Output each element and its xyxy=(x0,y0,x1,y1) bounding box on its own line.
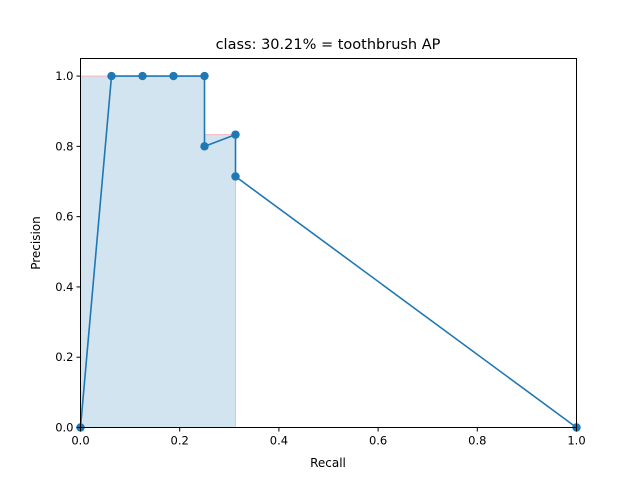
y-tick-label: 0.6 xyxy=(55,210,73,224)
x-tick-label: 0.0 xyxy=(71,434,89,448)
data-point xyxy=(107,71,116,81)
x-tick-label: 1.0 xyxy=(567,434,585,448)
y-tick-label: 1.0 xyxy=(55,69,73,83)
y-tick-label: 0.4 xyxy=(55,280,73,294)
x-tick-label: 0.8 xyxy=(468,434,486,448)
x-tick-label: 0.4 xyxy=(270,434,288,448)
data-point xyxy=(231,172,240,181)
y-tick-label: 0.0 xyxy=(55,421,73,435)
x-tick-label: 0.2 xyxy=(171,434,189,448)
data-point xyxy=(169,71,178,81)
y-axis-label: Precision xyxy=(29,216,43,270)
data-point xyxy=(231,130,240,139)
plot-frame xyxy=(80,58,577,428)
x-axis-label: Recall xyxy=(310,456,346,470)
data-point xyxy=(138,71,147,81)
chart-title: class: 30.21% = toothbrush AP xyxy=(216,37,441,53)
data-point xyxy=(200,142,209,151)
data-point xyxy=(200,71,209,81)
y-tick-label: 0.2 xyxy=(55,350,73,364)
x-tick-label: 0.6 xyxy=(369,434,387,448)
series-marker-layer xyxy=(76,71,581,432)
y-axis-ticks: 0.0 0.2 0.4 0.6 0.8 1.0 xyxy=(55,69,81,435)
x-axis-ticks: 0.0 0.2 0.4 0.6 0.8 1.0 xyxy=(71,427,586,448)
y-tick-label: 0.8 xyxy=(55,139,73,153)
